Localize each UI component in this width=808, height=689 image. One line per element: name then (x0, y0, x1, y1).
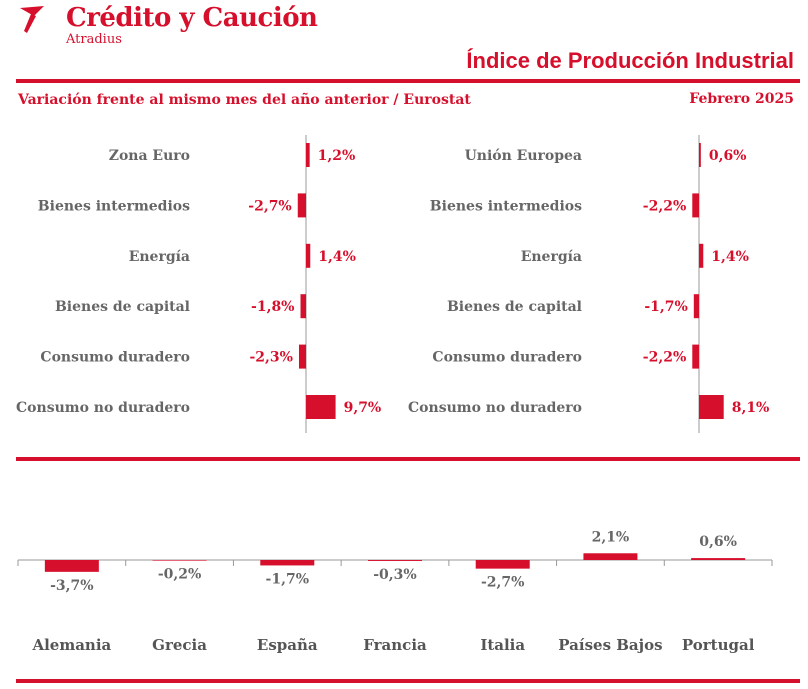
middle-divider (16, 457, 800, 461)
data-label: -2,3% (250, 350, 293, 366)
bar (699, 395, 724, 419)
category-label: Bienes de capital (447, 299, 582, 315)
category-label: Consumo duradero (40, 350, 190, 366)
category-label: España (257, 636, 318, 654)
data-label: 1,4% (318, 249, 356, 265)
data-label: -0,3% (373, 567, 416, 583)
bar (368, 560, 422, 561)
category-label: Bienes de capital (55, 299, 190, 315)
data-label: 1,4% (711, 249, 749, 265)
data-label: 2,1% (592, 529, 630, 545)
chart-subtitle: Variación frente al mismo mes del año an… (18, 92, 471, 108)
bar (306, 243, 311, 268)
category-label: Energía (129, 249, 190, 265)
category-label: Consumo no duradero (16, 400, 190, 416)
data-label: 0,6% (709, 148, 747, 164)
category-label: Consumo no duradero (408, 400, 582, 416)
category-label: Países Bajos (558, 636, 662, 654)
bar (298, 344, 306, 369)
bar (692, 344, 699, 369)
category-label: Consumo duradero (432, 350, 582, 366)
data-label: 8,1% (732, 400, 770, 416)
category-label: Portugal (682, 636, 755, 654)
bar (300, 294, 306, 319)
data-label: 0,6% (699, 534, 737, 550)
top-divider (16, 79, 800, 83)
category-label: Bienes intermedios (38, 198, 190, 214)
data-label: -0,2% (158, 567, 201, 583)
category-label: Francia (363, 636, 427, 654)
brand-subname: Atradius (66, 32, 122, 47)
category-label: Alemania (31, 636, 111, 654)
logo-mark-icon (20, 6, 44, 33)
data-label: -3,7% (50, 578, 93, 594)
bar (699, 243, 704, 268)
data-label: -2,7% (481, 575, 524, 591)
bar (306, 143, 310, 167)
category-label: Energía (521, 249, 582, 265)
data-label: -2,7% (248, 198, 291, 214)
category-label: Grecia (152, 636, 207, 654)
bar (691, 558, 746, 560)
category-label: Zona Euro (109, 148, 190, 164)
bar (297, 193, 306, 218)
bar (583, 553, 638, 560)
data-label: 9,7% (344, 400, 382, 416)
data-label: -1,7% (644, 299, 687, 315)
bottom-divider (16, 679, 800, 683)
bar (692, 193, 699, 218)
bar (699, 143, 701, 167)
bar (152, 560, 207, 561)
bar (306, 395, 336, 419)
data-label: -2,2% (643, 198, 686, 214)
bar (260, 560, 315, 566)
bar (475, 560, 530, 569)
data-label: -2,2% (643, 350, 686, 366)
data-label: -1,8% (251, 299, 294, 315)
data-label: 1,2% (318, 148, 356, 164)
category-label: Bienes intermedios (430, 198, 582, 214)
logo: Crédito y Caución Atradius (18, 2, 318, 48)
data-label: -1,7% (266, 571, 309, 587)
bar (693, 294, 699, 319)
category-label: Italia (480, 636, 525, 654)
page-title: Índice de Producción Industrial (466, 48, 794, 73)
report-date: Febrero 2025 (689, 91, 794, 107)
category-label: Unión Europea (465, 148, 582, 164)
brand-name: Crédito y Caución (66, 3, 318, 33)
bar (44, 560, 99, 572)
